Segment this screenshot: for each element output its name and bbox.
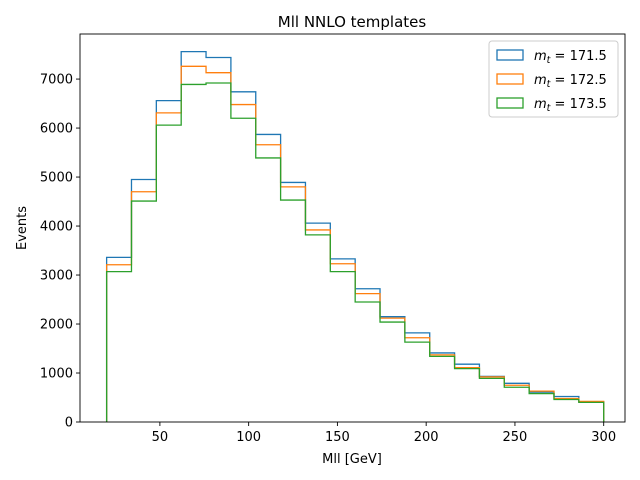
legend-subscript: t [547,55,552,66]
x-tick-label: 200 [414,430,439,445]
y-tick-label: 4000 [40,220,73,235]
legend-symbol: m [534,97,547,112]
legend-value: = 171.5 [550,49,606,64]
y-tick-label: 6000 [40,122,73,137]
legend-value: = 173.5 [550,97,606,112]
x-axis-label: Mll [GeV] [322,452,382,467]
series-layer [105,50,605,422]
legend-label-2: mt = 173.5 [534,97,607,114]
legend-swatch-0 [496,49,524,61]
legend-label-0: mt = 171.5 [534,49,607,66]
x-tick-label: 100 [236,430,261,445]
y-tick-label: 2000 [40,318,73,333]
legend-swatch-2 [496,97,524,109]
plot-frame [79,33,626,423]
y-tick-label: 7000 [40,73,73,88]
legend-label-1: mt = 172.5 [534,73,607,90]
y-axis-label: Events [15,206,30,250]
y-tick-label: 0 [65,416,73,431]
legend-subscript: t [547,103,552,114]
x-tick-label: 250 [503,430,528,445]
chart-title: Mll NNLO templates [278,13,427,31]
x-tick-label: 50 [152,430,169,445]
x-axis: 50 100 150 200 250 300 [152,422,616,445]
x-tick-label: 150 [325,430,350,445]
y-tick-label: 3000 [40,269,73,284]
legend-symbol: m [534,49,547,64]
legend-swatch-1 [496,73,524,85]
y-axis: 0 1000 2000 3000 4000 5000 6000 7000 [40,73,80,431]
y-tick-label: 5000 [40,171,73,186]
legend-symbol: m [534,73,547,88]
y-tick-label: 1000 [40,367,73,382]
legend-value: = 172.5 [550,73,606,88]
legend-subscript: t [547,79,552,90]
x-tick-label: 300 [591,430,616,445]
legend: mt = 171.5mt = 172.5mt = 173.5 [488,40,619,118]
series-line-2 [105,82,605,422]
